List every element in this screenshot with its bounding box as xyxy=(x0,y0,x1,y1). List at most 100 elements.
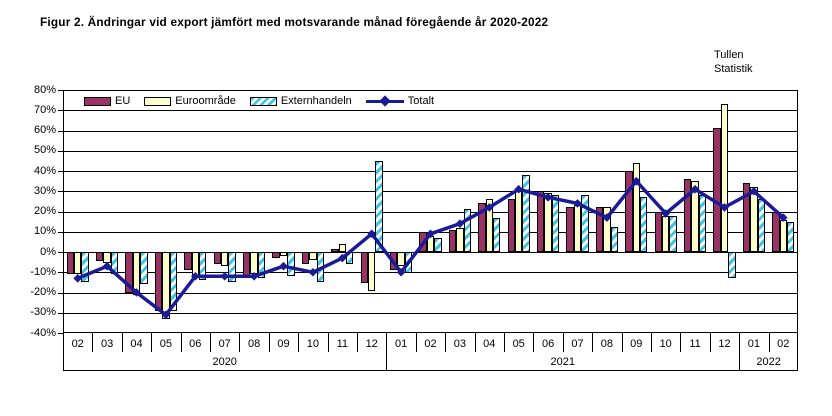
legend-label-totalt: Totalt xyxy=(407,95,435,107)
y-axis-label: -10% xyxy=(30,265,56,278)
bar-eu-09 xyxy=(625,171,633,252)
bar-externhandeln-12 xyxy=(728,252,736,279)
month-label: 10 xyxy=(659,338,672,350)
y-axis-tick xyxy=(58,191,63,193)
y-gridline xyxy=(63,211,798,213)
eu-swatch-icon xyxy=(84,96,111,106)
bar-euroområde-11 xyxy=(338,243,346,252)
bar-eu-06 xyxy=(537,191,545,252)
bar-externhandeln-06 xyxy=(199,252,207,281)
month-label: 02 xyxy=(777,338,790,350)
y-axis-tick xyxy=(58,90,63,91)
year-label: 2022 xyxy=(756,356,781,368)
y-axis-tick xyxy=(58,171,63,172)
line-marker-diamond-icon xyxy=(220,272,229,281)
line-marker-diamond-icon xyxy=(308,267,318,277)
bar-externhandeln-08 xyxy=(257,252,266,279)
bar-euroområde-07 xyxy=(221,252,229,267)
month-separator xyxy=(121,333,123,352)
month-separator xyxy=(621,333,623,352)
month-label: 01 xyxy=(394,338,408,350)
line-marker-diamond-icon xyxy=(632,176,641,186)
y-gridline xyxy=(63,292,798,294)
y-axis-tick xyxy=(58,150,63,152)
y-axis-label: 10% xyxy=(33,225,56,238)
y-axis-tick xyxy=(58,272,63,274)
month-label: 12 xyxy=(718,338,731,350)
month-label: 03 xyxy=(453,338,467,350)
bar-eu-12 xyxy=(360,252,368,284)
bar-eu-01 xyxy=(742,183,751,252)
line-marker-diamond-icon xyxy=(514,184,523,194)
legend-item-externhandeln: Externhandeln xyxy=(249,95,352,107)
month-separator xyxy=(327,333,329,352)
line-marker-diamond-icon xyxy=(543,193,553,202)
y-axis-label: 0% xyxy=(40,245,56,258)
y-axis-label: 30% xyxy=(33,184,56,197)
month-label: 07 xyxy=(218,338,231,350)
month-separator xyxy=(562,333,564,352)
month-separator xyxy=(298,333,300,352)
y-axis-label: 50% xyxy=(33,144,56,157)
bar-euroområde-09 xyxy=(632,162,640,252)
bar-euroområde-10 xyxy=(309,252,317,261)
line-marker-diamond-icon xyxy=(191,272,200,281)
line-marker-diamond-icon xyxy=(132,288,141,297)
month-separator xyxy=(180,333,182,352)
bar-eu-10 xyxy=(301,252,310,265)
month-label: 10 xyxy=(306,338,320,350)
month-label: 11 xyxy=(336,338,348,350)
y-gridline xyxy=(63,110,798,112)
month-separator xyxy=(210,333,211,352)
line-marker-diamond-icon xyxy=(367,229,376,239)
month-separator xyxy=(92,333,94,352)
y-axis-label: 20% xyxy=(33,205,56,217)
month-separator xyxy=(268,333,270,352)
month-label: 04 xyxy=(483,338,496,350)
bar-externhandeln-04 xyxy=(140,252,148,285)
month-label: 08 xyxy=(247,338,261,350)
line-marker-diamond-icon xyxy=(690,184,700,194)
bar-externhandeln-05 xyxy=(169,252,177,311)
y-axis-label: -40% xyxy=(30,326,56,339)
watermark-line1: Tullen xyxy=(714,49,744,61)
year-separator xyxy=(63,333,64,371)
bar-euroområde-04 xyxy=(485,199,493,252)
y-axis-label: 60% xyxy=(33,124,56,136)
y-axis-tick xyxy=(58,252,63,253)
legend-item-eu: EU xyxy=(84,95,130,107)
line-marker-diamond-icon xyxy=(720,203,729,212)
month-label: 05 xyxy=(159,338,173,350)
month-label: 08 xyxy=(600,338,614,350)
bar-externhandeln-08 xyxy=(610,226,618,252)
axis-band-bottom-line xyxy=(63,370,798,371)
bar-eu-06 xyxy=(184,252,192,271)
bar-externhandeln-04 xyxy=(493,217,501,252)
legend: EU Euroområde Externhandeln Totalt xyxy=(84,95,448,107)
month-label: 11 xyxy=(689,338,701,350)
y-gridline xyxy=(63,191,798,193)
y-gridline xyxy=(63,272,798,274)
month-separator xyxy=(768,333,770,352)
month-separator xyxy=(415,333,417,352)
month-separator xyxy=(592,333,594,352)
line-marker-diamond-icon xyxy=(661,209,670,218)
year-label: 2020 xyxy=(212,356,237,368)
bar-eu-12 xyxy=(713,128,721,252)
y-gridline xyxy=(63,130,798,132)
y-gridline xyxy=(63,150,798,152)
bar-eu-11 xyxy=(684,179,692,252)
y-gridline xyxy=(63,171,798,172)
line-marker-diamond-icon xyxy=(338,253,347,263)
bar-euroområde-11 xyxy=(691,181,699,252)
legend-item-euroomrade: Euroområde xyxy=(144,95,236,107)
y-gridline xyxy=(63,312,798,314)
line-marker-diamond-icon xyxy=(455,219,465,228)
totalt-line-swatch-icon xyxy=(365,95,404,107)
month-label: 06 xyxy=(189,338,202,350)
month-label: 03 xyxy=(100,338,114,350)
line-marker-diamond-icon xyxy=(426,229,435,239)
bar-eu-07 xyxy=(566,207,574,252)
month-label: 06 xyxy=(541,338,555,350)
